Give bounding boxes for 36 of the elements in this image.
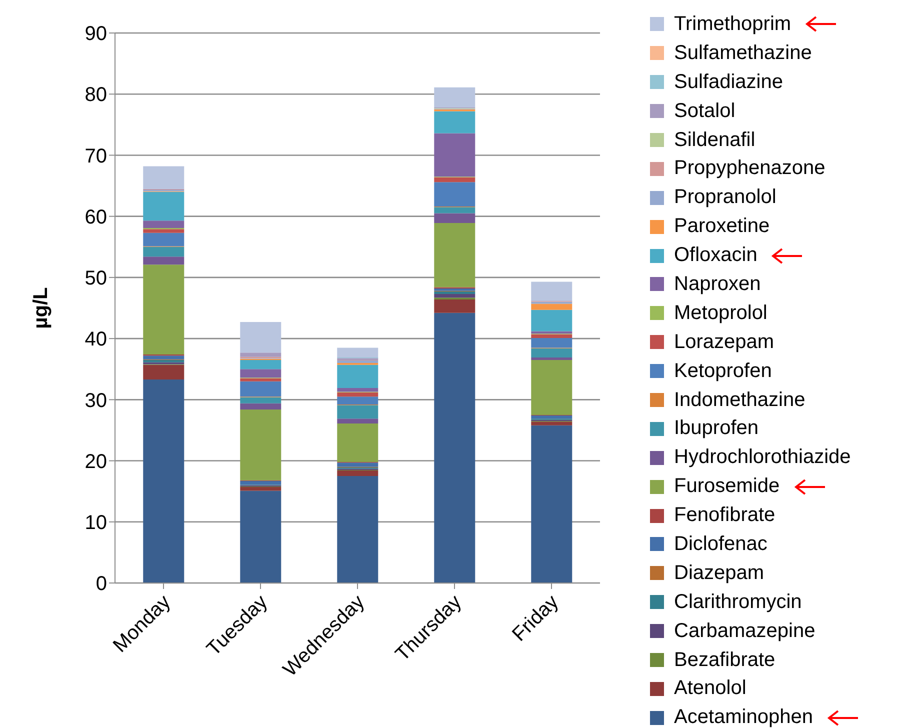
legend-label: Furosemide — [674, 475, 780, 498]
legend-label: Indomethazine — [674, 388, 806, 412]
legend-label: Clarithromycin — [674, 590, 802, 614]
legend-label: Sulfadiazine — [674, 70, 783, 94]
y-axis-title: µg/L — [30, 287, 52, 329]
y-tick-label: 80 — [84, 84, 107, 106]
legend-label: Trimethoprim — [674, 12, 792, 36]
y-tick-label: 60 — [84, 206, 107, 228]
y-tick-label: 0 — [96, 573, 107, 596]
legend-label: Propyphenazone — [674, 157, 826, 180]
y-tick-label: 30 — [84, 390, 107, 412]
legend-label: Naproxen — [674, 272, 761, 296]
legend-label: Ofloxacin — [674, 244, 758, 268]
legend-label: Diazepam — [674, 562, 764, 585]
legend-label: Propranolol — [674, 186, 776, 210]
legend-label: Sulfamethazine — [674, 42, 812, 65]
y-tick-label: 70 — [84, 145, 107, 168]
legend-label: Fenofibrate — [674, 504, 776, 528]
legend-label: Acetaminophen — [674, 706, 813, 728]
legend-label: Metoprolol — [674, 302, 768, 325]
y-tick-label: 20 — [84, 450, 107, 473]
y-tick-label: 10 — [84, 512, 107, 534]
legend-label: Hydrochlorothiazide — [674, 446, 851, 470]
legend-label: Ibuprofen — [674, 417, 759, 440]
y-tick-label: 50 — [84, 268, 107, 290]
legend-label: Bezafibrate — [674, 648, 776, 672]
legend-label: Lorazepam — [674, 330, 774, 354]
y-tick-label: 90 — [84, 23, 107, 46]
y-tick-label: 40 — [84, 328, 107, 351]
legend-label: Ketoprofen — [674, 360, 772, 383]
legend-label: Carbamazepine — [674, 620, 816, 643]
legend-label: Paroxetine — [674, 215, 770, 238]
legend-label: Sildenafil — [674, 128, 756, 152]
legend-label: Atenolol — [674, 677, 746, 700]
legend-label: Diclofenac — [674, 532, 768, 556]
legend-label: Sotalol — [674, 100, 736, 123]
